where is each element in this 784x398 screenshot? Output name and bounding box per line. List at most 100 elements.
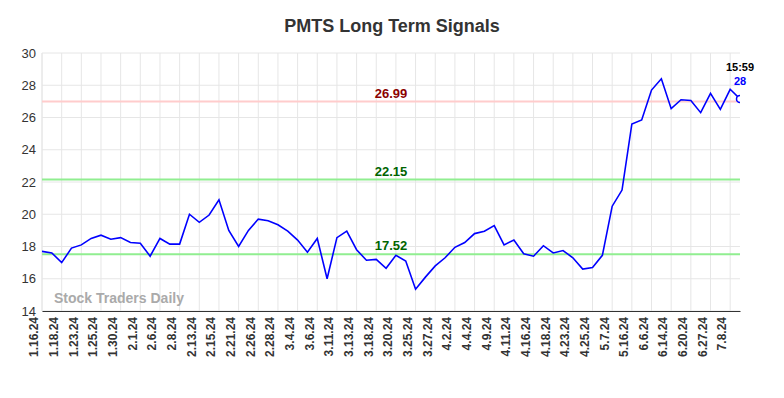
x-tick-label: 4.4.24 [460, 317, 474, 351]
grid-line-x [81, 53, 82, 311]
grid-line-y [42, 278, 740, 279]
x-tick: 4.18.24 [539, 311, 554, 357]
reference-line [42, 101, 740, 103]
x-tick-label: 2.1.24 [126, 317, 140, 351]
x-tick-label: 2.28.24 [263, 317, 277, 357]
grid-line-x [120, 53, 121, 311]
x-tick-label: 1.18.24 [47, 317, 61, 357]
grid-line-x [258, 53, 259, 311]
x-tick: 3.11.24 [322, 311, 337, 356]
x-tick-label: 4.18.24 [539, 317, 553, 357]
x-tick-label: 4.9.24 [480, 317, 494, 351]
grid-line-x [435, 53, 436, 311]
y-tick-label: 18 [22, 239, 36, 254]
x-tick: 1.16.24 [27, 311, 42, 357]
x-tick: 4.23.24 [558, 311, 573, 357]
grid-line-x [710, 53, 711, 311]
x-tick: 6.27.24 [696, 311, 711, 357]
x-tick-label: 3.13.24 [342, 317, 356, 357]
grid-line-x [317, 53, 318, 311]
x-tick: 2.8.24 [165, 311, 180, 350]
x-tick: 1.30.24 [106, 311, 121, 357]
x-tick-label: 6.20.24 [676, 317, 690, 357]
y-tick: 24 [22, 142, 42, 157]
x-tick: 3.13.24 [342, 311, 357, 357]
grid-line-y [42, 149, 740, 150]
x-tick-label: 1.30.24 [106, 317, 120, 357]
x-tick: 3.18.24 [362, 311, 377, 357]
x-tick: 6.20.24 [676, 311, 691, 357]
grid-line-x [415, 53, 416, 311]
x-tick-label: 1.23.24 [67, 317, 81, 357]
y-tick: 14 [22, 304, 42, 319]
x-tick: 4.2.24 [440, 311, 455, 350]
grid-line-x [297, 53, 298, 311]
grid-line-x [513, 53, 514, 311]
grid-line-x [140, 53, 141, 311]
marks [42, 79, 740, 289]
grid-line-x [336, 53, 337, 311]
chart: Stock Traders Daily1416182022242628301.1… [0, 0, 784, 398]
grid-line-y [42, 117, 740, 118]
x-tick-label: 6.14.24 [656, 317, 670, 357]
x-tick: 4.11.24 [499, 311, 514, 356]
grid-line-x [100, 53, 101, 311]
y-tick-label: 30 [22, 46, 36, 61]
plot: Stock Traders Daily1416182022242628301.1… [22, 46, 755, 357]
grid-line-x [612, 53, 613, 311]
grid-line-y [42, 53, 740, 54]
grid-line-x [474, 53, 475, 311]
price-line [42, 79, 740, 289]
x-tick-label: 4.25.24 [578, 317, 592, 357]
x-tick: 3.4.24 [283, 311, 298, 350]
reference-label: 17.52 [375, 238, 408, 253]
grid-line-x [553, 53, 554, 311]
y-tick: 20 [22, 207, 42, 222]
x-tick-label: 2.6.24 [145, 317, 159, 351]
grid-line-y [42, 214, 740, 215]
y-tick: 26 [22, 110, 42, 125]
last-time: 15:59 [726, 61, 754, 73]
y-axis: 141618202224262830 [22, 46, 43, 319]
grid-line-x [533, 53, 534, 311]
x-tick-label: 2.13.24 [185, 317, 199, 357]
grid-line-x [159, 53, 160, 311]
x-tick: 2.6.24 [145, 311, 160, 350]
reference-line [42, 253, 740, 255]
grid-line-x [218, 53, 219, 311]
x-tick: 1.25.24 [86, 311, 101, 357]
x-tick-label: 4.23.24 [558, 317, 572, 357]
x-tick-label: 4.16.24 [519, 317, 533, 357]
y-tick-label: 16 [22, 271, 36, 286]
y-tick-label: 26 [22, 110, 36, 125]
reference-label: 22.15 [375, 164, 408, 179]
x-tick: 2.15.24 [204, 311, 219, 357]
y-axis-line [42, 54, 43, 312]
x-tick: 2.21.24 [224, 311, 239, 357]
x-tick-label: 3.11.24 [322, 317, 336, 357]
x-tick: 7.8.24 [715, 311, 730, 350]
grid-line-x [454, 53, 455, 311]
last-price: 28 [734, 75, 746, 87]
x-tick-label: 3.4.24 [283, 317, 297, 351]
x-tick: 4.16.24 [519, 311, 534, 357]
x-tick: 1.23.24 [67, 311, 82, 357]
x-tick: 2.13.24 [185, 311, 200, 357]
x-tick-label: 2.26.24 [244, 317, 258, 357]
x-tick-label: 3.20.24 [381, 317, 395, 357]
grid-line-x [199, 53, 200, 311]
x-tick-label: 6.6.24 [637, 317, 651, 351]
x-tick: 5.7.24 [597, 311, 612, 350]
x-tick-label: 4.2.24 [440, 317, 454, 351]
y-tick: 16 [22, 271, 42, 286]
grid-line-x [572, 53, 573, 311]
x-tick: 4.25.24 [578, 311, 593, 357]
grid-line-x [356, 53, 357, 311]
x-tick: 5.16.24 [617, 311, 632, 357]
x-tick: 3.6.24 [303, 311, 318, 350]
x-tick-label: 5.7.24 [597, 317, 611, 351]
x-tick-label: 2.21.24 [224, 317, 238, 357]
x-tick-label: 3.25.24 [401, 317, 415, 357]
x-tick-label: 7.8.24 [715, 317, 729, 351]
x-tick-label: 3.6.24 [303, 317, 317, 351]
